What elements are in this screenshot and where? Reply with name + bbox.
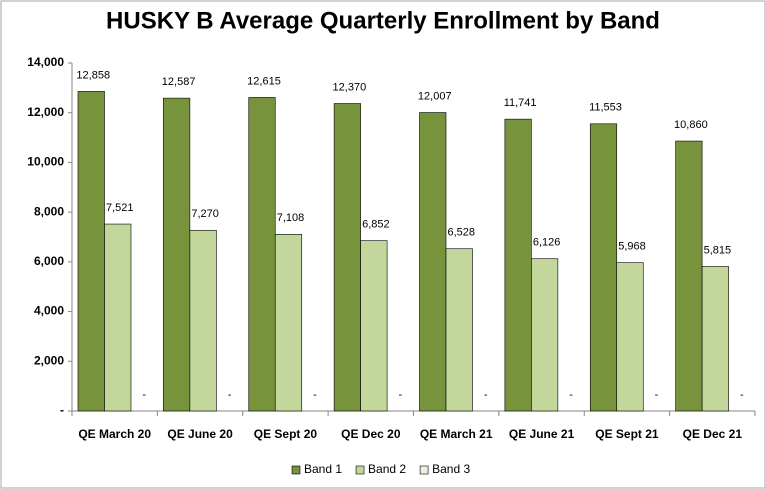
value-label: 6,528 xyxy=(447,227,475,239)
value-label: 12,615 xyxy=(247,75,281,87)
value-label: 12,587 xyxy=(162,76,196,88)
value-label: - xyxy=(313,389,317,401)
bar xyxy=(504,118,532,412)
x-tick-label: QE Dec 21 xyxy=(683,427,743,441)
value-label: 10,860 xyxy=(674,119,708,131)
bar xyxy=(104,223,132,412)
value-label: - xyxy=(228,389,232,401)
value-label: 7,270 xyxy=(191,208,219,220)
value-label: - xyxy=(655,389,659,401)
legend-label: Band 3 xyxy=(432,462,470,476)
bar xyxy=(675,140,703,412)
chart-title: HUSKY B Average Quarterly Enrollment by … xyxy=(106,7,660,34)
value-label: 11,741 xyxy=(504,97,537,109)
x-tick-label: QE June 20 xyxy=(167,427,233,441)
value-label: 12,007 xyxy=(418,90,452,102)
legend-label: Band 2 xyxy=(368,462,406,476)
bar xyxy=(701,266,729,412)
value-label: - xyxy=(142,389,146,401)
value-label: 7,108 xyxy=(277,212,305,224)
bar xyxy=(360,240,388,412)
value-label: 7,521 xyxy=(106,202,134,214)
value-label: 11,553 xyxy=(589,102,622,114)
value-label: - xyxy=(399,389,403,401)
legend-swatch xyxy=(355,465,365,475)
bar xyxy=(248,97,276,412)
bar xyxy=(589,123,618,412)
legend-swatch xyxy=(419,465,429,475)
legend-label: Band 1 xyxy=(304,462,342,476)
x-tick-label: QE June 21 xyxy=(509,427,575,441)
y-tick-label: - xyxy=(60,403,64,417)
value-label: - xyxy=(740,389,744,401)
legend-swatch xyxy=(291,465,301,475)
y-tick-label: 10,000 xyxy=(27,155,64,169)
bar xyxy=(445,248,473,412)
bar xyxy=(274,234,303,412)
bar xyxy=(163,97,191,412)
bar xyxy=(616,262,644,412)
y-tick-label: 4,000 xyxy=(34,304,64,318)
bar xyxy=(531,258,559,412)
value-label: - xyxy=(484,389,488,401)
x-tick-label: QE March 20 xyxy=(78,427,151,441)
bar xyxy=(333,103,361,412)
value-label: 12,858 xyxy=(76,69,110,81)
y-tick-label: 14,000 xyxy=(27,55,64,69)
y-tick-label: 6,000 xyxy=(34,254,64,268)
x-tick-label: QE Sept 20 xyxy=(254,427,318,441)
bar xyxy=(419,112,447,412)
bar xyxy=(189,229,217,412)
x-tick-label: QE March 21 xyxy=(420,427,493,441)
value-label: - xyxy=(569,389,573,401)
x-tick-label: QE Sept 21 xyxy=(595,427,659,441)
x-tick-label: QE Dec 20 xyxy=(341,427,401,441)
value-label: 6,126 xyxy=(533,237,561,249)
value-label: 6,852 xyxy=(362,219,390,231)
value-label: 5,968 xyxy=(618,241,646,253)
y-tick-label: 2,000 xyxy=(34,353,64,367)
bar xyxy=(77,91,105,412)
y-tick-label: 12,000 xyxy=(27,105,64,119)
y-tick-label: 8,000 xyxy=(34,204,64,218)
value-label: 5,815 xyxy=(704,244,732,256)
value-label: 12,370 xyxy=(333,81,367,93)
